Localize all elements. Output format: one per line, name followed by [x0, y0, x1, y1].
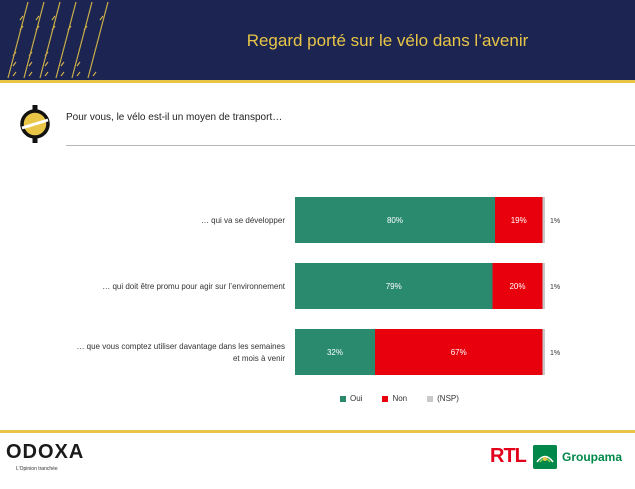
page-title: Regard porté sur le vélo dans l’avenir: [246, 31, 529, 50]
rtl-logo: RTL: [490, 445, 527, 467]
footer-divider: [0, 430, 635, 433]
bar-segment-non: [492, 263, 543, 309]
groupama-emblem-icon: [533, 445, 557, 469]
header-divider: [0, 80, 635, 83]
chart-legend: Oui Non (NSP): [340, 394, 459, 403]
question-divider: [66, 145, 635, 146]
header-pattern: [7, 1, 109, 79]
bar-segment-oui: [295, 329, 375, 375]
bar-value-label: 79%: [386, 282, 402, 291]
bar-segment-oui: [295, 197, 495, 243]
category-label: … qui va se développer: [201, 216, 285, 225]
legend-label-oui: Oui: [350, 394, 363, 403]
nsp-value-label: 1%: [550, 218, 560, 225]
bar-value-label: 20%: [509, 282, 525, 291]
legend-item-nsp: (NSP): [427, 394, 459, 403]
bar-segment-oui: [295, 263, 493, 309]
bar-segment-nsp: [542, 197, 545, 243]
category-label: … que vous comptez utiliser davantage da…: [76, 342, 285, 363]
legend-item-oui: Oui: [340, 394, 362, 403]
bar-segment-nsp: [542, 329, 545, 375]
category-label: … qui doit être promu pour agir sur l’en…: [102, 282, 286, 291]
bar-value-label: 19%: [511, 216, 527, 225]
legend-swatch-oui: [340, 395, 346, 402]
odoxa-tagline: L’Opinion tranchée: [16, 466, 58, 472]
legend-swatch-nsp: [427, 395, 434, 402]
bar-segment-non: [495, 197, 543, 243]
bar-value-label: 32%: [327, 348, 343, 357]
bar-value-label: 67%: [451, 348, 467, 357]
legend-label-non: Non: [392, 394, 408, 403]
odoxa-logo: ODOXA: [6, 441, 85, 463]
legend-swatch-non: [382, 395, 389, 402]
bar-segment-nsp: [542, 263, 545, 309]
legend-item-non: Non: [382, 394, 407, 403]
question-text: Pour vous, le vélo est-il un moyen de tr…: [66, 112, 283, 123]
stacked-bar-chart: … qui va se développer 80% 19% 1% … qui doit…: [76, 197, 560, 375]
odoxa-question-icon: [20, 105, 50, 143]
nsp-value-label: 1%: [550, 350, 560, 357]
bar-value-label: 80%: [387, 216, 403, 225]
legend-label-nsp: (NSP): [437, 394, 459, 403]
header-banner: Regard porté sur le vélo dans l’avenir: [0, 0, 635, 80]
nsp-value-label: 1%: [550, 284, 560, 291]
bar-segment-non: [375, 329, 543, 375]
groupama-logo: Groupama: [562, 450, 623, 464]
